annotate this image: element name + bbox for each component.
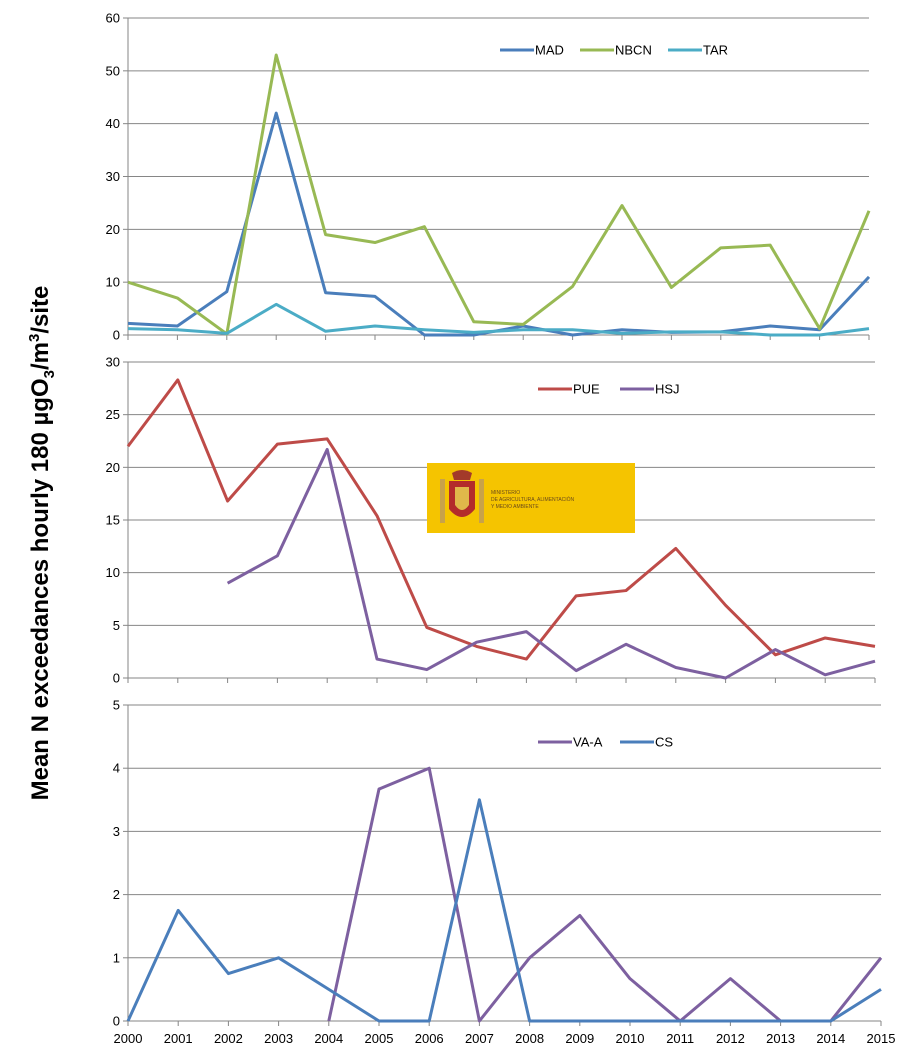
legend-label-cs: CS <box>655 735 673 750</box>
x-tick-label-2001: 2001 <box>164 1031 193 1046</box>
chart-panel-top: 0 10 20 30 40 50 60 MAD NBCN TAR <box>106 11 871 343</box>
x-tick-label-2002: 2002 <box>214 1031 243 1046</box>
logo-line-2: DE AGRICULTURA, ALIMENTACIÓN <box>491 496 575 503</box>
y-tick-label-4: 4 <box>113 761 120 776</box>
y-tick-label-2: 2 <box>113 887 120 902</box>
y-tick-label-25: 25 <box>106 407 120 422</box>
x-tick-label-2014: 2014 <box>816 1031 845 1046</box>
x-tick-label-2011: 2011 <box>666 1031 694 1046</box>
x-tick-label-2013: 2013 <box>766 1031 795 1046</box>
y-axis-label-subscript: 3 <box>41 370 58 378</box>
x-tick-label-2008: 2008 <box>515 1031 544 1046</box>
x-tick-label-2005: 2005 <box>365 1031 394 1046</box>
y-axis-label-end: /site <box>27 286 54 334</box>
y-tick-label-40: 40 <box>106 116 120 131</box>
y-tick-label-30: 30 <box>106 169 120 184</box>
y-axis-label: Mean N exceedances hourly 180 µgO3/m3/si… <box>26 286 58 801</box>
y-tick-label-0: 0 <box>113 1014 120 1029</box>
series-line-cs <box>126 798 882 1023</box>
x-tick-label-2015: 2015 <box>867 1031 896 1046</box>
series-line-hsj <box>226 447 876 680</box>
x-tick-label-2004: 2004 <box>314 1031 343 1046</box>
y-axis-label-superscript: 3 <box>26 334 43 342</box>
x-tick-label-2012: 2012 <box>716 1031 745 1046</box>
y-tick-label-0: 0 <box>113 328 120 343</box>
legend-label-va-a: VA-A <box>573 735 603 750</box>
ministry-logo: MINISTERIO DE AGRICULTURA, ALIMENTACIÓN … <box>427 463 635 533</box>
y-tick-label-10: 10 <box>106 565 120 580</box>
legend-label-pue: PUE <box>573 382 600 397</box>
y-tick-label-5: 5 <box>113 698 120 713</box>
y-tick-label-5: 5 <box>113 618 120 633</box>
y-axis-label-mid: /m <box>27 342 54 370</box>
x-tick-label-2009: 2009 <box>565 1031 594 1046</box>
y-tick-label-3: 3 <box>113 824 120 839</box>
legend-label-hsj: HSJ <box>655 382 680 397</box>
y-tick-label-30: 30 <box>106 355 120 370</box>
y-tick-label-15: 15 <box>106 513 120 528</box>
series-line-nbcn <box>127 53 871 336</box>
x-tick-label-2006: 2006 <box>415 1031 444 1046</box>
logo-line-3: Y MEDIO AMBIENTE <box>491 504 539 510</box>
coat-of-arms-icon <box>440 470 484 523</box>
series-line-pue <box>126 378 876 661</box>
series-line-tar <box>127 302 870 337</box>
x-tick-label-2000: 2000 <box>114 1031 143 1046</box>
legend-label-mad: MAD <box>535 43 564 58</box>
y-tick-label-10: 10 <box>106 275 120 290</box>
series-line-mad <box>127 111 871 337</box>
legend-label-tar: TAR <box>703 43 728 58</box>
y-tick-label-20: 20 <box>106 222 120 237</box>
x-tick-label-2007: 2007 <box>465 1031 494 1046</box>
x-tick-label-2003: 2003 <box>264 1031 293 1046</box>
y-tick-label-1: 1 <box>113 950 120 965</box>
y-axis-label-main: Mean N exceedances hourly 180 µgO <box>27 378 54 800</box>
y-tick-label-20: 20 <box>106 460 120 475</box>
x-tick-label-2010: 2010 <box>616 1031 645 1046</box>
y-tick-label-0: 0 <box>113 671 120 686</box>
logo-line-1: MINISTERIO <box>491 490 520 496</box>
legend-label-nbcn: NBCN <box>615 43 652 58</box>
y-tick-label-50: 50 <box>106 63 120 78</box>
y-tick-label-60: 60 <box>106 11 120 26</box>
chart-panel-bottom: 0 1 2 3 4 5 2000 2001 2002 2003 2004 2005 2006 2007 20… <box>113 698 896 1047</box>
